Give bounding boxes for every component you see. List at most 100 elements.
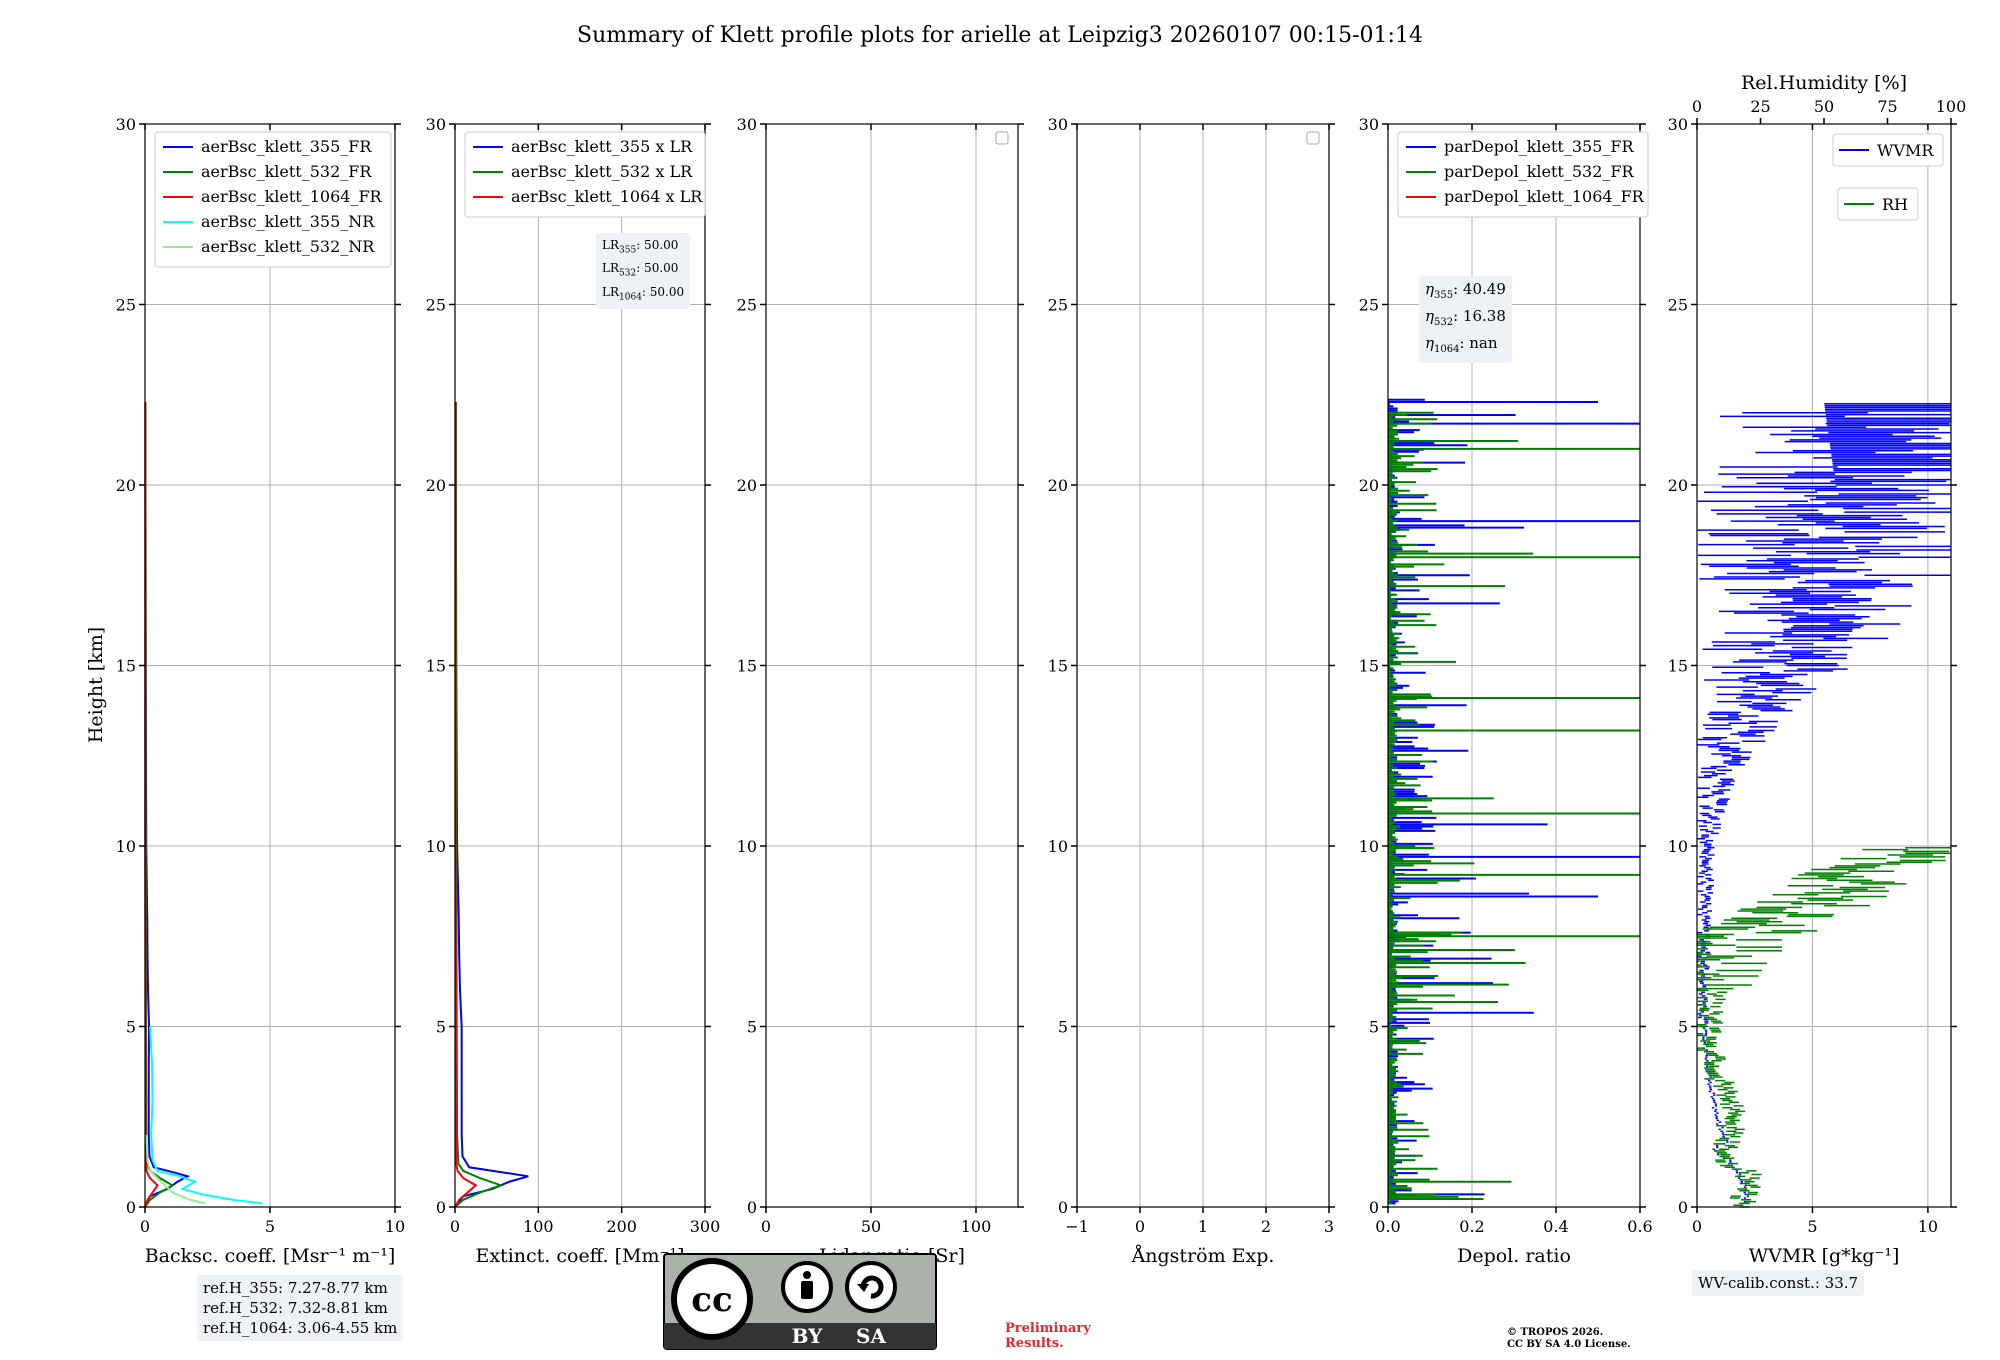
x-tick-label: 0: [1692, 1217, 1702, 1236]
x2-axis-label: Rel.Humidity [%]: [1741, 72, 1907, 94]
x-tick-label: 200: [606, 1217, 637, 1236]
x-axis-label: Extinct. coeff. [Mm⁻¹]: [475, 1245, 684, 1267]
cc-license-badge: cc BY SA: [663, 1253, 937, 1350]
depol-calib-box-line: η532: 16.38: [1425, 307, 1506, 328]
legend-label: aerBsc_klett_532_FR: [201, 162, 372, 181]
x-tick-label: 0.2: [1459, 1217, 1484, 1236]
y-tick-label: 15: [737, 657, 757, 676]
depol-calib-box-line: η1064: nan: [1425, 334, 1498, 355]
x-tick-label: 2: [1261, 1217, 1271, 1236]
y-tick-label: 0: [436, 1198, 446, 1217]
lidar-ratio-box-line: LR1064: 50.00: [602, 284, 685, 303]
x-tick-label: 100: [523, 1217, 554, 1236]
ref-height-box: ref.H_355: 7.27-8.77 km ref.H_532: 7.32-8…: [197, 1275, 404, 1341]
y-tick-label: 0: [1678, 1198, 1688, 1217]
legend-label: RH: [1882, 195, 1908, 214]
x-tick-label: 10: [1918, 1217, 1938, 1236]
attribution-person-icon: [781, 1261, 833, 1313]
y-tick-label: 10: [1359, 837, 1379, 856]
y-axis-label: Height [km]: [85, 627, 107, 743]
y-tick-label: 15: [116, 657, 136, 676]
x-axis-label: Ångström Exp.: [1131, 1245, 1275, 1267]
copyright-note: © TROPOS 2026. CC BY SA 4.0 License.: [1507, 1327, 1631, 1350]
y-tick-label: 10: [116, 837, 136, 856]
legend-label: aerBsc_klett_532_NR: [201, 237, 375, 256]
y-tick-label: 20: [426, 476, 446, 495]
y-tick-label: 20: [1359, 476, 1379, 495]
y-tick-label: 30: [116, 115, 136, 134]
x-tick-label: 0.4: [1543, 1217, 1568, 1236]
cc-logo-icon: cc: [671, 1258, 753, 1340]
y-tick-label: 25: [737, 296, 757, 315]
ref-height-box-line: ref.H_532: 7.32-8.81 km: [203, 1299, 388, 1317]
series-parDepol_klett_355_FR: [1388, 398, 1640, 1205]
series-aerBsc_klett_355_NR: [149, 1026, 263, 1205]
legend-label: aerBsc_klett_1064 x LR: [511, 187, 703, 206]
legend-label: parDepol_klett_532_FR: [1444, 162, 1635, 181]
y-tick-label: 30: [1359, 115, 1379, 134]
lidar-ratio-box-line: LR532: 50.00: [602, 261, 679, 279]
y-tick-label: 0: [126, 1198, 136, 1217]
empty-legend: [995, 131, 1009, 145]
y-tick-label: 10: [1048, 837, 1068, 856]
y-tick-label: 25: [1359, 296, 1379, 315]
x-axis-label: Backsc. coeff. [Msr⁻¹ m⁻¹]: [145, 1245, 396, 1267]
y-tick-label: 10: [737, 837, 757, 856]
y-tick-label: 20: [737, 476, 757, 495]
x-tick-label: 1: [1198, 1217, 1208, 1236]
x-tick-label: 0.0: [1375, 1217, 1400, 1236]
y-tick-label: 0: [1369, 1198, 1379, 1217]
x-tick-label: 10: [385, 1217, 405, 1236]
x-tick-label: 50: [861, 1217, 881, 1236]
ref-height-box-line: ref.H_1064: 3.06-4.55 km: [203, 1319, 398, 1337]
legend-ext: aerBsc_klett_355 x LR aerBsc_klett_532 x …: [464, 131, 706, 218]
x-tick-label: 0: [761, 1217, 771, 1236]
y-tick-label: 20: [1048, 476, 1068, 495]
y-tick-label: 5: [1369, 1018, 1379, 1037]
y-tick-label: 5: [1058, 1018, 1068, 1037]
panel-bsc: 0 5 10 15 20 25 30 0 5 10 Backsc. coeff. [Msr⁻¹ m⁻…: [116, 115, 406, 1267]
legend-label: aerBsc_klett_355_NR: [201, 212, 375, 231]
y-tick-label: 15: [426, 657, 446, 676]
preliminary-results-note: Preliminary Results.: [1005, 1321, 1091, 1351]
series-aerBsc_klett_532_NR: [145, 1134, 206, 1205]
y-tick-label: 0: [747, 1198, 757, 1217]
series-RH: [1697, 847, 1951, 1208]
y-tick-label: 5: [436, 1018, 446, 1037]
y-tick-label: 30: [1668, 115, 1688, 134]
y-tick-label: 20: [1668, 476, 1688, 495]
x-tick-label: 0: [1135, 1217, 1145, 1236]
y-tick-label: 15: [1359, 657, 1379, 676]
empty-legend: [1306, 131, 1320, 145]
legend-label: aerBsc_klett_355_FR: [201, 137, 372, 156]
wv-calib-box-line: WV-calib.const.: 33.7: [1698, 1274, 1859, 1292]
x-tick-label: 0.6: [1627, 1217, 1652, 1236]
legend-label: WVMR: [1877, 141, 1934, 160]
x-tick-label: 0: [450, 1217, 460, 1236]
y-tick-label: 15: [1668, 657, 1688, 676]
y-tick-label: 10: [426, 837, 446, 856]
lidar-ratio-box: LR355: 50.00 LR532: 50.00 LR1064: 50.00: [596, 233, 691, 310]
x-tick-label: 300: [690, 1217, 721, 1236]
legend-label: parDepol_klett_1064_FR: [1444, 187, 1645, 206]
share-alike-icon: [845, 1261, 897, 1313]
x2-tick-label: 25: [1750, 97, 1770, 116]
legend-WVMR: WVMR: [1832, 133, 1944, 167]
x-axis-label: Depol. ratio: [1457, 1245, 1571, 1267]
y-tick-label: 25: [1048, 296, 1068, 315]
x-tick-label: 5: [1807, 1217, 1817, 1236]
y-tick-label: 15: [1048, 657, 1068, 676]
x-tick-label: 3: [1324, 1217, 1334, 1236]
series-aerBsc_klett_355 x LR: [454, 401, 529, 1208]
legend-RH: RH: [1837, 187, 1919, 221]
y-tick-label: 5: [747, 1018, 757, 1037]
legend-label: aerBsc_klett_1064_FR: [201, 187, 383, 206]
legend-bsc: aerBsc_klett_355_FR aerBsc_klett_532_FRae…: [154, 131, 392, 268]
figure-title: Summary of Klett profile plots for ariel…: [577, 23, 1423, 48]
y-tick-label: 5: [126, 1018, 136, 1037]
cc-sa-label: SA: [856, 1324, 886, 1348]
y-tick-label: 25: [116, 296, 136, 315]
